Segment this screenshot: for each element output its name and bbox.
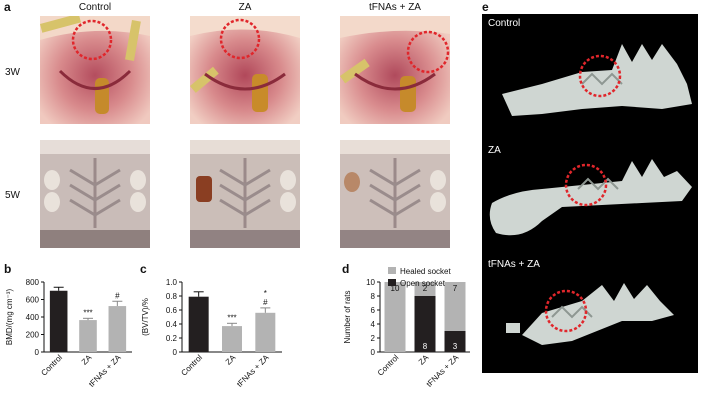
red-circle-annotation (544, 289, 588, 333)
y-tick-label: 8 (371, 292, 376, 301)
y-tick-label: 4 (371, 320, 376, 329)
ct-panel-za: ZA (482, 141, 698, 255)
data-label: 2 (423, 284, 428, 293)
ct-label-control: Control (488, 18, 521, 29)
x-tick-label: tFNAs + ZA (425, 353, 461, 389)
stacked-bar-segment (414, 282, 436, 296)
panel-label-b: b (4, 262, 12, 276)
red-circle-annotation (219, 18, 261, 60)
panel-label-a: a (4, 0, 11, 14)
y-tick-label: 0.2 (166, 334, 178, 343)
y-tick-label: 0.8 (166, 292, 178, 301)
y-tick-label: 0 (35, 348, 40, 357)
ct-label-tfnas-za: tFNAs + ZA (488, 259, 540, 270)
y-tick-label: 0 (173, 348, 178, 357)
x-tick-label: ZA (80, 353, 94, 367)
photo-3w-za (190, 16, 300, 124)
y-tick-label: 0.6 (166, 306, 178, 315)
y-tick-label: 400 (26, 313, 40, 322)
ct-label-za: ZA (488, 145, 501, 156)
y-tick-label: 600 (26, 296, 40, 305)
data-label: 3 (453, 342, 458, 351)
x-tick-label: Control (179, 353, 204, 378)
data-label: 10 (391, 284, 400, 293)
stacked-bar-segment (384, 282, 406, 352)
significance-mark: *** (227, 313, 236, 322)
legend-label-healed: Healed socket (400, 267, 451, 276)
y-axis-label: (BV/TV)/% (141, 298, 150, 336)
y-tick-label: 0.4 (166, 320, 178, 329)
stacked-bar-segment (414, 296, 436, 352)
chart-c-bvtv: 0 0.2 0.4 0.6 0.8 1.0 (BV/TV)/% Control *** ZA #* t… (141, 278, 282, 389)
y-tick-label: 200 (26, 331, 40, 340)
photo-5w-za (190, 140, 300, 248)
x-tick-label: ZA (224, 353, 238, 367)
y-tick-label: 10 (366, 278, 375, 287)
red-circle-annotation (406, 30, 450, 74)
column-title-control: Control (78, 2, 112, 13)
x-tick-label: tFNAs + ZA (235, 353, 271, 389)
photo-5w-tfnas-za (340, 140, 450, 248)
y-tick-label: 6 (371, 306, 376, 315)
red-circle-annotation (578, 54, 622, 98)
stacked-bar-segment (444, 331, 466, 352)
panel-label-c: c (140, 262, 147, 276)
chart-d-socket-healing: 0 2 4 6 8 10 Number of rats 10 Control 8 2 ZA 3 7 tFNA… (343, 267, 470, 389)
bar (188, 296, 209, 352)
bar (222, 326, 242, 352)
significance-mark: *** (83, 308, 92, 317)
bar (108, 306, 127, 352)
ct-panel-tfnas-za: tFNAs + ZA (482, 255, 698, 373)
y-tick-label: 800 (26, 278, 40, 287)
panel-label-e: e (482, 0, 489, 14)
x-tick-label: Control (376, 353, 401, 378)
red-circle-annotation (564, 163, 608, 207)
data-label: 7 (453, 284, 458, 293)
panel-label-d: d (342, 262, 350, 276)
x-tick-label: Control (39, 353, 64, 378)
significance-mark: * (264, 289, 267, 298)
photo-3w-control (40, 16, 150, 124)
y-tick-label: 0 (371, 348, 376, 357)
ct-panel-control: Control (482, 14, 698, 142)
data-label: 8 (423, 342, 428, 351)
y-axis-label: Number of rats (343, 291, 352, 344)
stacked-bar-segment (444, 282, 466, 331)
column-title-za: ZA (238, 2, 252, 13)
row-label-5w: 5W (5, 190, 20, 201)
chart-b-bmd: 0 200 400 600 800 BMD/(mg cm⁻³) Control *** ZA # t… (5, 278, 132, 389)
x-tick-label: tFNAs + ZA (87, 353, 123, 389)
column-title-tfnas-za: tFNAs + ZA (369, 2, 421, 13)
bar (49, 290, 68, 352)
red-circle-annotation (71, 19, 113, 61)
legend-swatch-healed (388, 267, 396, 274)
y-tick-label: 2 (371, 334, 376, 343)
photo-3w-tfnas-za (340, 16, 450, 124)
legend-label-open: Open socket (400, 279, 446, 288)
legend-swatch-open (388, 279, 396, 286)
significance-mark: # (115, 291, 120, 300)
significance-mark: # (263, 298, 268, 307)
photo-5w-control (40, 140, 150, 248)
bar (79, 320, 97, 352)
y-axis-label: BMD/(mg cm⁻³) (5, 289, 14, 346)
row-label-3w: 3W (5, 67, 20, 78)
bar (255, 312, 276, 352)
y-tick-label: 1.0 (166, 278, 178, 287)
x-tick-label: ZA (417, 353, 431, 367)
